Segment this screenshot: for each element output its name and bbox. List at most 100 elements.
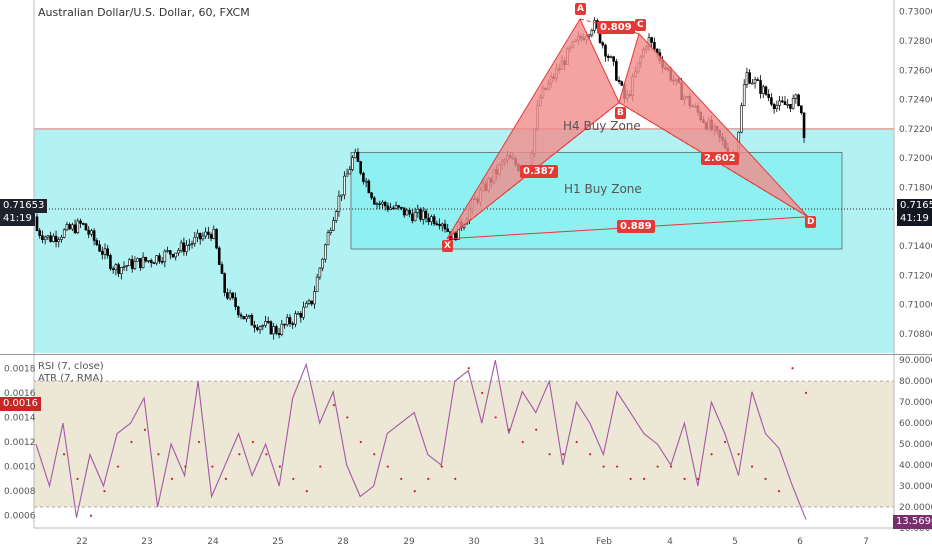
candle-body <box>92 230 96 241</box>
candle-body <box>364 180 368 183</box>
candle-body <box>103 248 107 255</box>
h4-zone-label: H4 Buy Zone <box>563 119 641 133</box>
candle-body <box>49 235 52 242</box>
atr-indicator-label[interactable]: ATR (7, RMA) <box>38 373 104 384</box>
candle <box>166 246 169 253</box>
candle-body <box>245 316 248 320</box>
atr-tick-label: 0.0010 <box>4 463 36 473</box>
candle-body <box>277 333 281 335</box>
atr-point <box>184 465 187 468</box>
atr-tick-label: 0.0012 <box>4 438 36 448</box>
candle-body <box>791 98 795 109</box>
candle <box>761 84 765 99</box>
candle-body <box>288 317 292 324</box>
time-tick-label: Feb <box>596 537 612 547</box>
candle-body <box>209 234 213 239</box>
candle <box>49 231 52 243</box>
candle <box>231 291 235 300</box>
atr-point <box>386 465 389 468</box>
candle-body <box>609 56 613 58</box>
atr-point <box>791 367 794 370</box>
candle-body <box>413 211 417 222</box>
candle <box>351 155 354 172</box>
atr-point <box>764 477 767 480</box>
candle-body <box>54 235 58 242</box>
atr-point <box>629 477 632 480</box>
candle-body <box>612 56 615 62</box>
candle <box>337 190 341 217</box>
atr-point <box>305 490 308 493</box>
candle <box>800 105 803 115</box>
candle <box>288 314 292 327</box>
candle-body <box>397 205 401 208</box>
candle-body <box>392 207 395 210</box>
candle <box>424 208 428 223</box>
candle-body <box>318 267 322 278</box>
atr-tick-label: 0.0018 <box>4 364 36 374</box>
right-price-tag: 0.71653 <box>897 199 932 213</box>
candle-body <box>310 300 314 305</box>
candle-body <box>215 228 218 249</box>
candle <box>421 207 425 225</box>
candle <box>372 196 376 205</box>
candle <box>122 261 126 271</box>
candle-body <box>223 273 226 293</box>
candle <box>324 243 327 263</box>
candle-body <box>362 172 365 182</box>
atr-point <box>737 453 740 456</box>
time-tick-label: 6 <box>797 537 803 547</box>
time-tick-label: 4 <box>667 537 673 547</box>
atr-point <box>265 453 268 456</box>
time-tick-label: 23 <box>141 537 152 547</box>
candle-body <box>60 237 63 240</box>
candle-body <box>304 303 308 308</box>
candle-body <box>797 94 800 107</box>
candle-body <box>242 315 246 320</box>
candle <box>767 89 770 102</box>
candle <box>239 312 243 320</box>
candle <box>133 256 137 270</box>
rsi-indicator-label[interactable]: RSI (7, close) <box>38 361 104 372</box>
candle <box>226 288 229 301</box>
candle <box>209 232 213 242</box>
candle <box>79 218 82 228</box>
candle <box>435 220 439 226</box>
candle <box>283 323 286 329</box>
rsi-value-tag: 13.5696 <box>893 515 932 529</box>
candle-body <box>177 249 180 254</box>
candle <box>84 223 88 231</box>
atr-point <box>683 477 686 480</box>
candle-body <box>745 72 749 85</box>
candle-body <box>400 206 403 209</box>
candle-body <box>786 104 790 106</box>
candle-body <box>71 224 74 230</box>
atr-point <box>238 453 241 456</box>
atr-point <box>197 440 201 444</box>
candle <box>302 301 305 320</box>
candle-body <box>394 205 398 209</box>
candle-body <box>340 194 343 197</box>
ratio-xd: 0.889 <box>617 220 655 233</box>
pattern-point-b: B <box>615 107 626 119</box>
pattern-point-d: D <box>805 216 817 228</box>
candle-body <box>280 323 284 335</box>
atr-series <box>62 367 808 517</box>
candle <box>791 94 795 110</box>
candle <box>245 313 248 323</box>
candle <box>193 231 197 247</box>
candle-body <box>166 250 169 252</box>
candle-body <box>264 321 267 326</box>
atr-point <box>589 453 592 456</box>
right-countdown-tag: 41:19 <box>897 212 932 226</box>
candle <box>751 79 754 85</box>
candle-body <box>234 297 237 308</box>
candle-body <box>802 112 806 139</box>
candle <box>780 96 784 103</box>
atr-point <box>359 440 362 444</box>
atr-point <box>157 453 160 456</box>
